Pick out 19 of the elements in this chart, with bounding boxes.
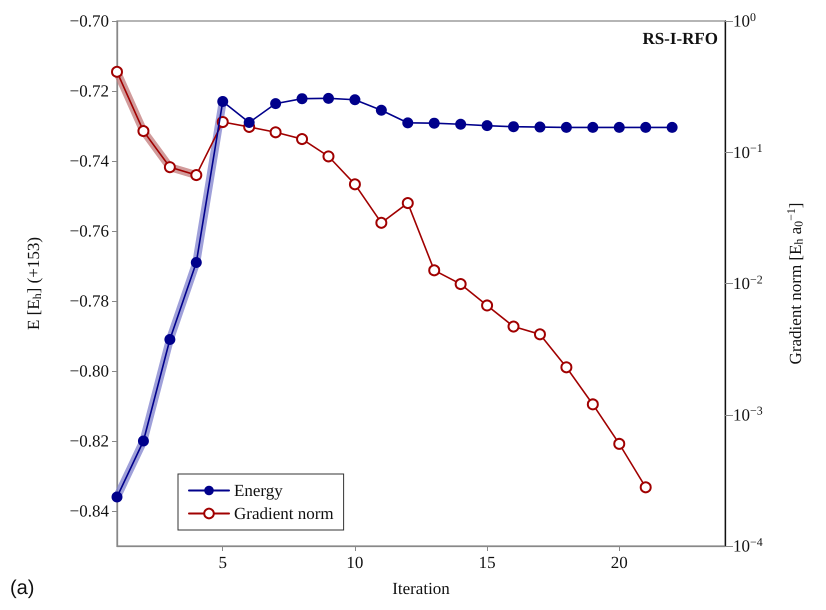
y-axis-title: E [Eh] (+153) xyxy=(24,237,44,330)
x-tick-label: 20 xyxy=(610,553,628,572)
y-tick-label: −0.72 xyxy=(70,82,109,100)
annotation: RS-I-RFO xyxy=(642,29,718,48)
y-tick-label: −0.82 xyxy=(70,432,109,450)
x-axis-title: Iteration xyxy=(392,579,450,598)
y-tick-label: −0.70 xyxy=(70,12,109,30)
y2-axis-title: Gradient norm [Eh a0−1] xyxy=(784,202,806,364)
x-tick-label: 15 xyxy=(478,553,496,572)
legend-label: Gradient norm xyxy=(234,504,334,523)
x-tick-label: 5 xyxy=(218,553,227,572)
y-tick-label: −0.74 xyxy=(70,152,110,170)
y-tick-label: −0.76 xyxy=(70,222,109,240)
legend-label: Energy xyxy=(234,481,284,500)
x-tick-label: 10 xyxy=(346,553,364,572)
y-tick-label: −0.80 xyxy=(70,362,109,380)
y-tick-label: −0.78 xyxy=(70,292,109,310)
text: (a) xyxy=(10,577,34,599)
y-tick-label: −0.84 xyxy=(70,502,110,520)
